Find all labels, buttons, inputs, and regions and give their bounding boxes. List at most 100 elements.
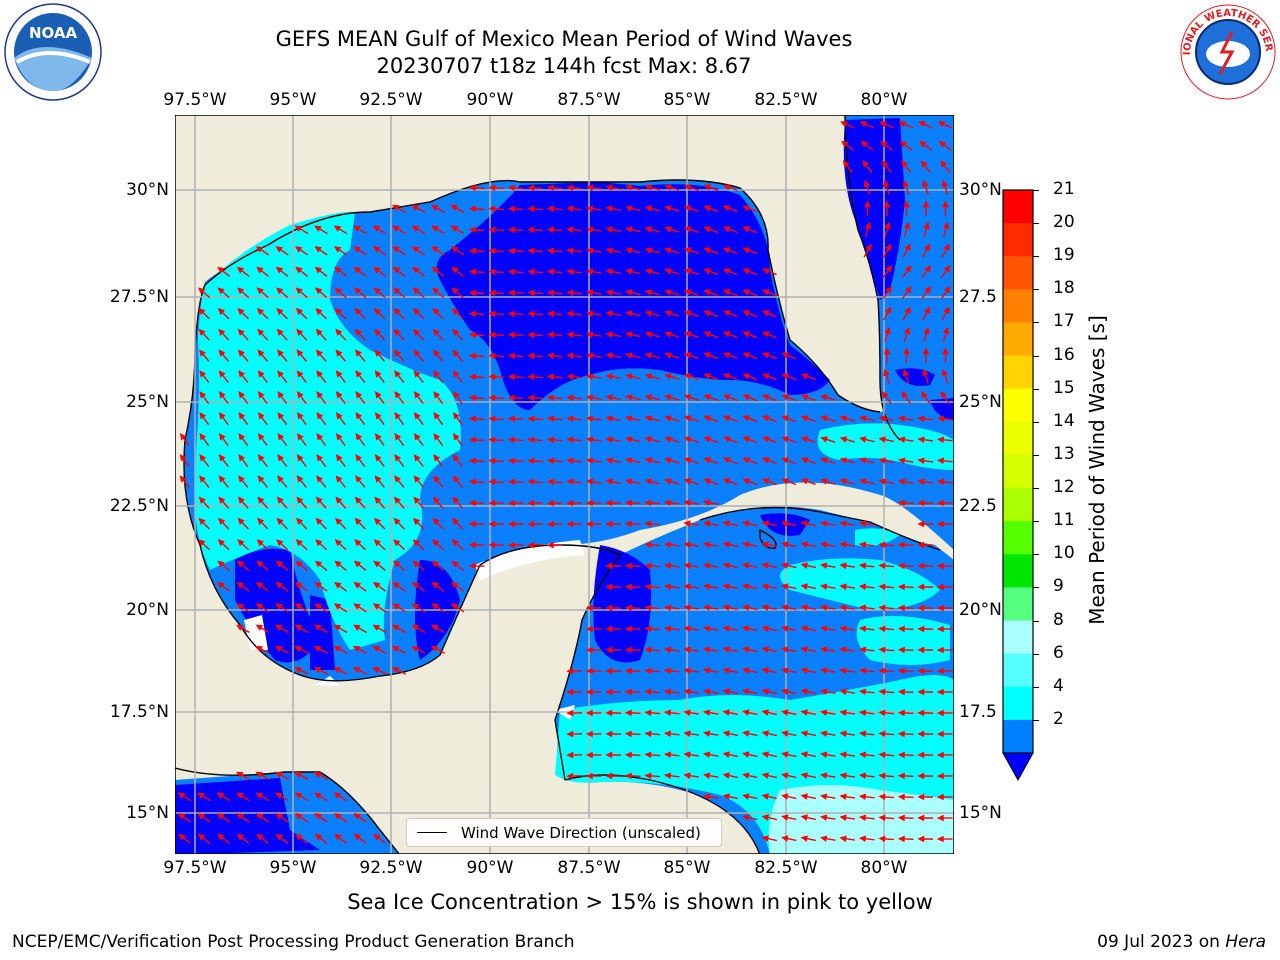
- wind-arrow-head: [433, 475, 440, 483]
- wind-arrow-head: [507, 289, 515, 297]
- lat-label-left: 22.5°N: [109, 496, 169, 516]
- wind-arrow-head: [858, 667, 867, 675]
- wind-arrow-head: [296, 475, 304, 483]
- wind-arrow-head: [936, 604, 944, 612]
- wind-arrow-head: [605, 604, 613, 612]
- wind-arrow-head: [527, 310, 535, 318]
- wind-arrow-head: [898, 121, 907, 128]
- wind-arrow-head: [197, 833, 206, 841]
- wind-arrow-head: [354, 496, 362, 504]
- wind-arrow-head: [546, 226, 555, 234]
- wind-arrow-head: [468, 478, 476, 486]
- wind-arrow-head: [858, 625, 867, 633]
- wind-arrow-head: [683, 541, 691, 548]
- wind-arrow-head: [372, 667, 380, 674]
- wind-arrow-head: [256, 833, 264, 841]
- wind-arrow-head: [412, 539, 420, 547]
- wind-arrow-head: [820, 625, 828, 632]
- lon-label-bottom: 95°W: [269, 858, 317, 878]
- wind-arrow-head: [334, 539, 342, 547]
- wind-arrow-head: [294, 624, 303, 631]
- wind-arrow-head: [333, 603, 342, 610]
- wind-arrow-head: [781, 415, 789, 422]
- wind-arrow-head: [878, 751, 886, 759]
- wind-arrow-head: [742, 793, 750, 800]
- colorbar-tick-label: 8: [1053, 609, 1064, 630]
- wind-arrow-head: [943, 243, 950, 251]
- wind-arrow-head: [858, 835, 867, 843]
- colorbar-tick-mark: [1033, 686, 1039, 688]
- wind-arrow-head: [936, 667, 944, 675]
- wind-arrow-head: [881, 391, 889, 399]
- wind-arrow-head: [644, 310, 653, 317]
- wind-arrow-head: [781, 835, 789, 842]
- wind-arrow-head: [276, 287, 284, 295]
- wind-arrow-head: [644, 520, 652, 528]
- wind-arrow-head: [314, 813, 322, 820]
- wind-arrow-head: [858, 646, 867, 654]
- wind-arrow-head: [624, 562, 632, 570]
- wind-arrow-head: [742, 289, 751, 296]
- wind-arrow-head: [605, 625, 613, 633]
- wind-arrow-head: [275, 813, 283, 820]
- wind-arrow-head: [781, 436, 789, 443]
- wind-arrow-head: [917, 751, 925, 759]
- wind-arrow-head: [277, 433, 285, 441]
- wind-arrow-head: [353, 225, 361, 232]
- wind-arrow-head: [374, 517, 382, 525]
- colorbar-tick-mark: [1033, 454, 1039, 456]
- wind-arrow-head: [781, 394, 789, 401]
- wind-arrow-head: [781, 604, 789, 611]
- wind-arrow-head: [761, 772, 769, 779]
- wind-arrow-head: [722, 184, 731, 191]
- wind-arrow-head: [296, 391, 304, 399]
- wind-arrow-head: [605, 394, 613, 401]
- wind-arrow-head: [605, 373, 613, 380]
- wind-arrow-head: [275, 560, 284, 568]
- chart-title: GEFS MEAN Gulf of Mexico Mean Period of …: [275, 27, 853, 51]
- colorbar-tick-label: 11: [1053, 510, 1075, 531]
- wind-arrow-head: [722, 331, 731, 338]
- wind-arrow-head: [527, 205, 535, 213]
- wind-arrow-head: [585, 331, 594, 338]
- wind-arrow-head: [820, 793, 828, 800]
- wind-arrow-head: [644, 772, 652, 780]
- wind-arrow-head: [722, 289, 731, 296]
- wind-arrow-head: [452, 328, 460, 336]
- wind-arrow-head: [605, 436, 613, 443]
- wind-arrow-head: [943, 264, 951, 273]
- wind-arrow-head: [703, 625, 711, 632]
- wind-arrow-head: [296, 433, 304, 441]
- wind-arrow-head: [800, 373, 809, 380]
- wind-arrow-head: [923, 306, 931, 315]
- wind-arrow-head: [884, 326, 891, 335]
- colorbar-cell: [1003, 190, 1033, 224]
- lon-label-top: 92.5°W: [359, 90, 423, 110]
- wind-arrow-head: [800, 835, 808, 842]
- wind-arrow-head: [664, 394, 672, 401]
- wind-arrow-head: [903, 200, 910, 208]
- lon-label-bottom: 92.5°W: [359, 858, 423, 878]
- wind-arrow-head: [878, 793, 886, 801]
- wind-arrow-head: [839, 604, 847, 611]
- wind-arrow-head: [235, 771, 244, 778]
- wind-arrow-head: [374, 349, 382, 357]
- wind-arrow-head: [859, 121, 868, 128]
- wind-arrow-head: [781, 709, 789, 716]
- lon-label-top: 80°W: [860, 90, 908, 110]
- wind-arrow-head: [936, 436, 945, 444]
- wind-arrow-head: [936, 625, 944, 633]
- wind-arrow-head: [352, 645, 361, 653]
- wind-arrow-head: [374, 412, 382, 420]
- colorbar-tick-mark: [1033, 421, 1039, 423]
- wind-arrow-head: [781, 688, 789, 695]
- wind-arrow-head: [314, 624, 322, 631]
- wind-arrow-head: [392, 266, 401, 274]
- wind-arrow-head: [722, 373, 731, 380]
- wind-arrow-head: [625, 394, 633, 401]
- wind-arrow-head: [452, 496, 460, 504]
- wind-arrow-head: [858, 772, 867, 780]
- wind-arrow-head: [391, 667, 400, 674]
- wind-arrow-head: [842, 160, 850, 168]
- wind-arrow-head: [904, 243, 911, 251]
